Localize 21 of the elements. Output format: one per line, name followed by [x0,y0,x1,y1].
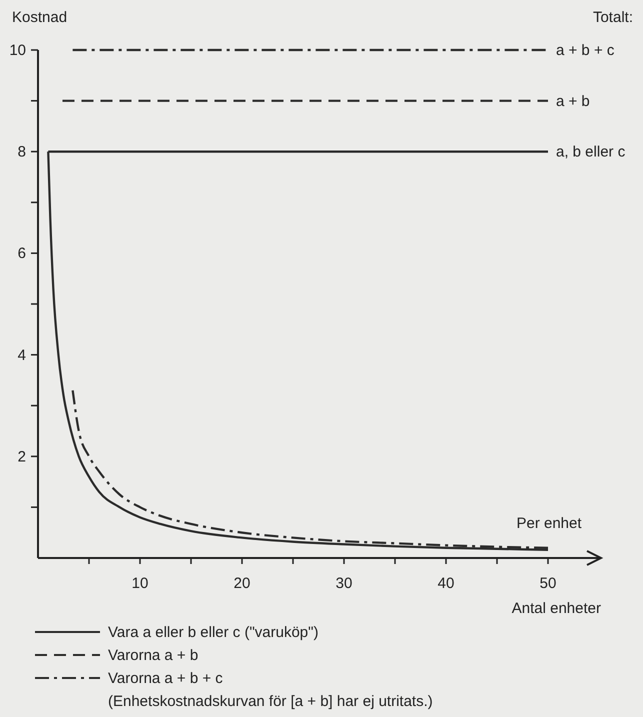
text: (Enhetskostnadskurvan för [a + b] har ej utritats.) [108,693,433,710]
x-tick-label: 40 [438,575,454,592]
annotation: Per enhet [516,515,582,532]
y-tick-label: 8 [18,144,26,161]
legend-label: Varorna a + b [108,647,198,664]
y-tick-label: 2 [18,448,26,466]
x-tick-label: 10 [132,575,148,592]
y-tick-label: 6 [18,245,26,262]
x-tick-label: 50 [540,575,556,592]
x-axis-title: Antal enheter [512,600,601,617]
x-tick-label: 30 [336,575,352,592]
text: Totalt: [592,9,633,26]
annotation: a, b eller c [556,144,626,161]
legend-label: Varorna a + b + c [108,670,224,687]
x-tick-label: 20 [234,575,250,592]
y-tick-label: 10 [9,42,26,59]
legend-label: Vara a eller b eller c ("varuköp") [108,624,318,641]
y-axis-title: Kostnad [12,9,68,26]
annotation: a + b + c [556,42,615,59]
annotation: a + b [556,92,590,110]
y-tick-label: 4 [18,346,26,364]
